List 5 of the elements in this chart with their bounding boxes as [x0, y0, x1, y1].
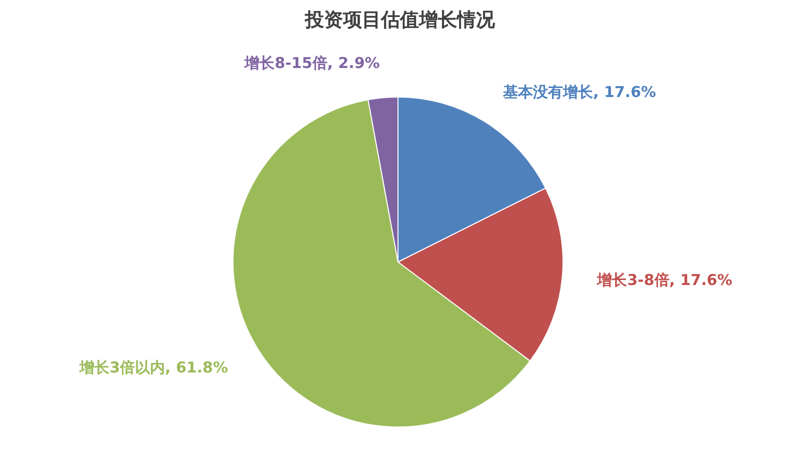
- slice-label: 增长3-8倍, 17.6%: [596, 270, 732, 289]
- chart-title: 投资项目估值增长情况: [304, 9, 496, 31]
- slice-label: 增长8-15倍, 2.9%: [244, 54, 380, 72]
- slice-label: 基本没有增长, 17.6%: [502, 82, 656, 101]
- slice-label: 增长3倍以内, 61.8%: [78, 358, 228, 376]
